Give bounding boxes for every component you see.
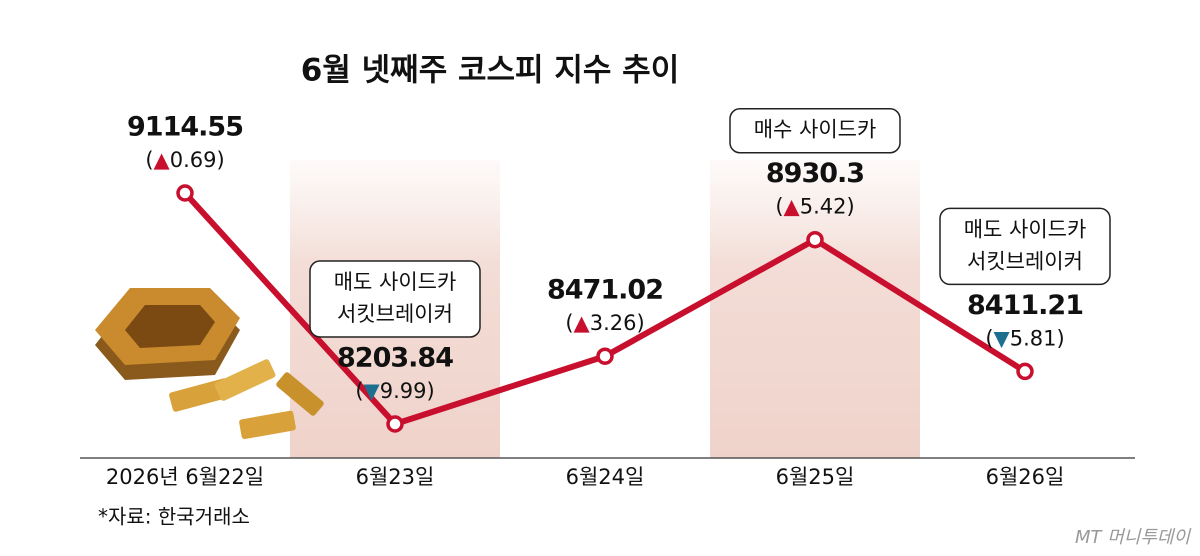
- value-label: 8471.02: [547, 275, 663, 306]
- annotation-text: 매도 사이드카: [334, 270, 457, 294]
- chart-title: 6월 넷째주 코스피 지수 추이: [301, 53, 679, 89]
- annotation-text: 서킷브레이커: [967, 249, 1083, 273]
- data-point: [386, 415, 404, 433]
- annotation-text: 서킷브레이커: [337, 302, 453, 326]
- x-tick-label: 6월23일: [356, 465, 435, 489]
- change-label: (▼9.99): [355, 379, 434, 403]
- value-label: 8930.3: [766, 158, 864, 189]
- annotation-text: 매수 사이드카: [754, 118, 877, 142]
- x-tick-label: 6월25일: [776, 465, 855, 489]
- annotation-box: [729, 107, 901, 154]
- x-tick-label: 2026년 6월22일: [106, 465, 264, 489]
- x-tick-label: 6월24일: [566, 465, 645, 489]
- data-point: [1016, 362, 1034, 381]
- change-label: (▼5.81): [985, 326, 1064, 350]
- watermark: MT 머니투데이: [1075, 527, 1191, 548]
- annotation-text: 매도 사이드카: [964, 217, 1087, 241]
- value-label: 8203.84: [337, 343, 453, 374]
- change-label: (▲0.69): [145, 148, 224, 172]
- annotation-box: [309, 260, 481, 338]
- source: *자료: 한국거래소: [98, 505, 250, 529]
- x-tick-label: 6월26일: [986, 465, 1065, 489]
- annotation-box: [939, 207, 1111, 286]
- shade-band: [710, 160, 920, 458]
- data-point: [806, 230, 824, 249]
- change-label: (▲5.42): [775, 195, 854, 219]
- gold-illustration: [95, 288, 324, 440]
- value-label: 9114.55: [127, 112, 243, 143]
- data-point: [176, 184, 194, 202]
- change-label: (▲3.26): [565, 311, 644, 335]
- data-point: [596, 347, 614, 365]
- value-label: 8411.21: [967, 290, 1083, 321]
